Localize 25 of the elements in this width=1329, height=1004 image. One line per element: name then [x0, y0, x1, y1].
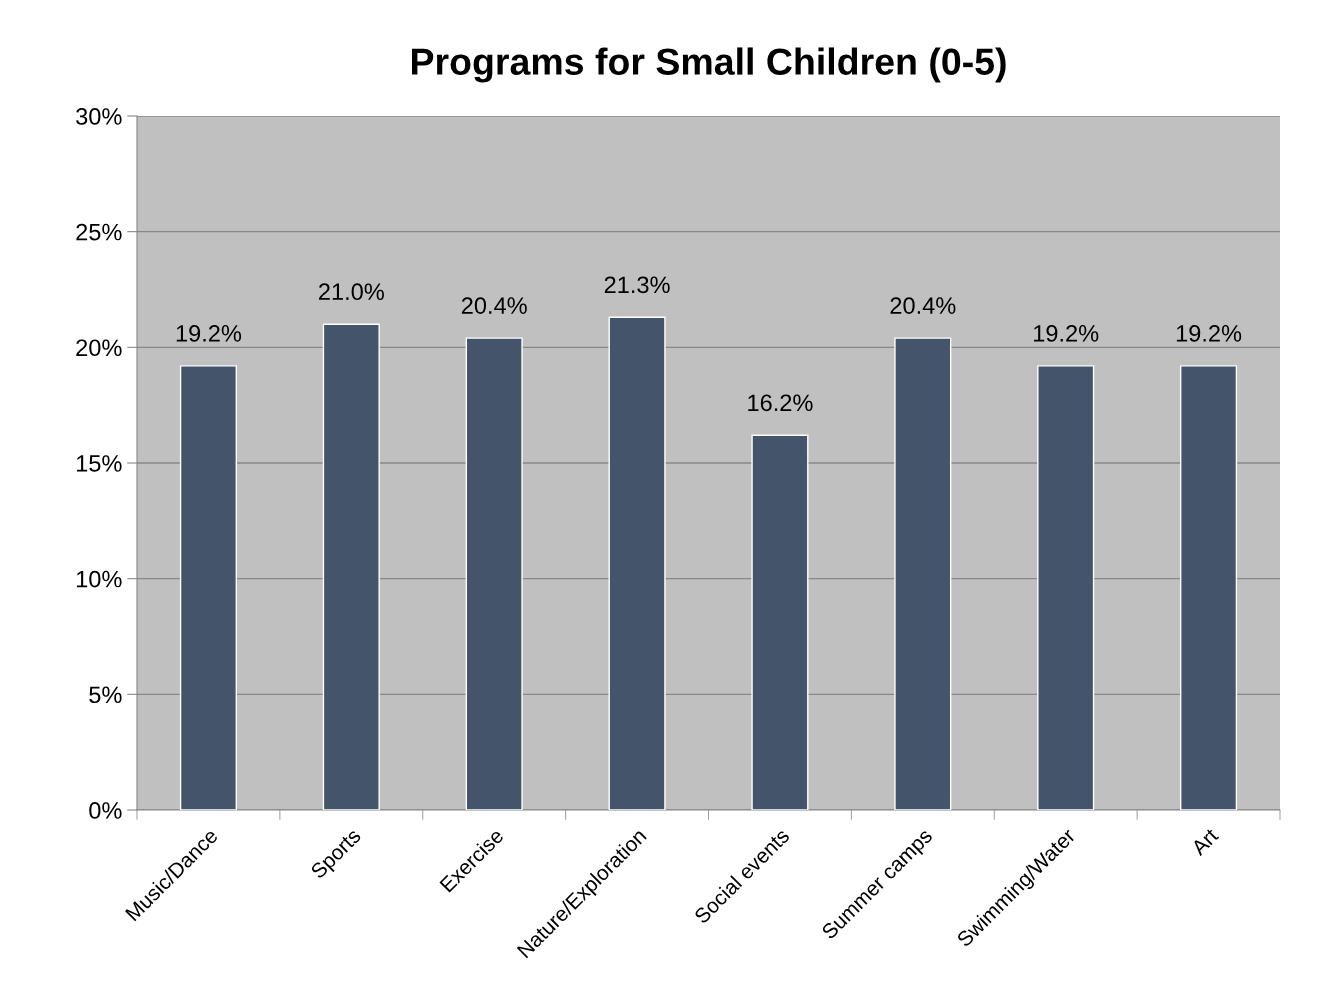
data-label: 16.2% — [748, 394, 813, 412]
x-tick-label: Art — [1190, 827, 1220, 857]
data-label: 21.0% — [319, 283, 384, 301]
bar — [608, 316, 666, 810]
data-label: 19.2% — [176, 325, 242, 342]
y-tick-label: 25% — [76, 223, 122, 241]
bar — [1037, 365, 1095, 810]
data-label: 19.2% — [1176, 325, 1242, 342]
bar — [894, 337, 952, 810]
bar — [751, 434, 809, 810]
bar — [179, 365, 237, 810]
y-tick-label: 5% — [89, 686, 122, 704]
y-tick-label: 0% — [89, 802, 122, 819]
data-label: 20.4% — [461, 297, 527, 314]
data-label: 20.4% — [890, 297, 956, 314]
data-label: 21.3% — [604, 276, 670, 294]
data-label: 19.2% — [1034, 325, 1099, 342]
bar — [465, 337, 523, 810]
bar — [1180, 365, 1238, 810]
bar — [322, 323, 380, 810]
y-tick-label: 15% — [76, 455, 122, 472]
y-tick-label: 20% — [76, 339, 122, 357]
y-tick-label: 30% — [76, 108, 122, 125]
chart-title: Programs for Small Children (0-5) — [412, 47, 1006, 83]
y-tick-label: 10% — [76, 570, 122, 588]
